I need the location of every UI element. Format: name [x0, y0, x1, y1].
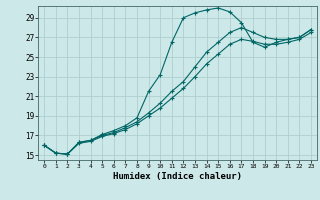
X-axis label: Humidex (Indice chaleur): Humidex (Indice chaleur)	[113, 172, 242, 181]
